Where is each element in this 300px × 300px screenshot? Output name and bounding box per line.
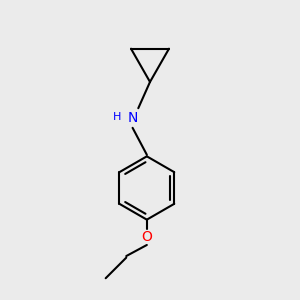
Text: H: H — [113, 112, 122, 122]
Text: O: O — [141, 230, 152, 244]
Text: N: N — [128, 111, 138, 125]
